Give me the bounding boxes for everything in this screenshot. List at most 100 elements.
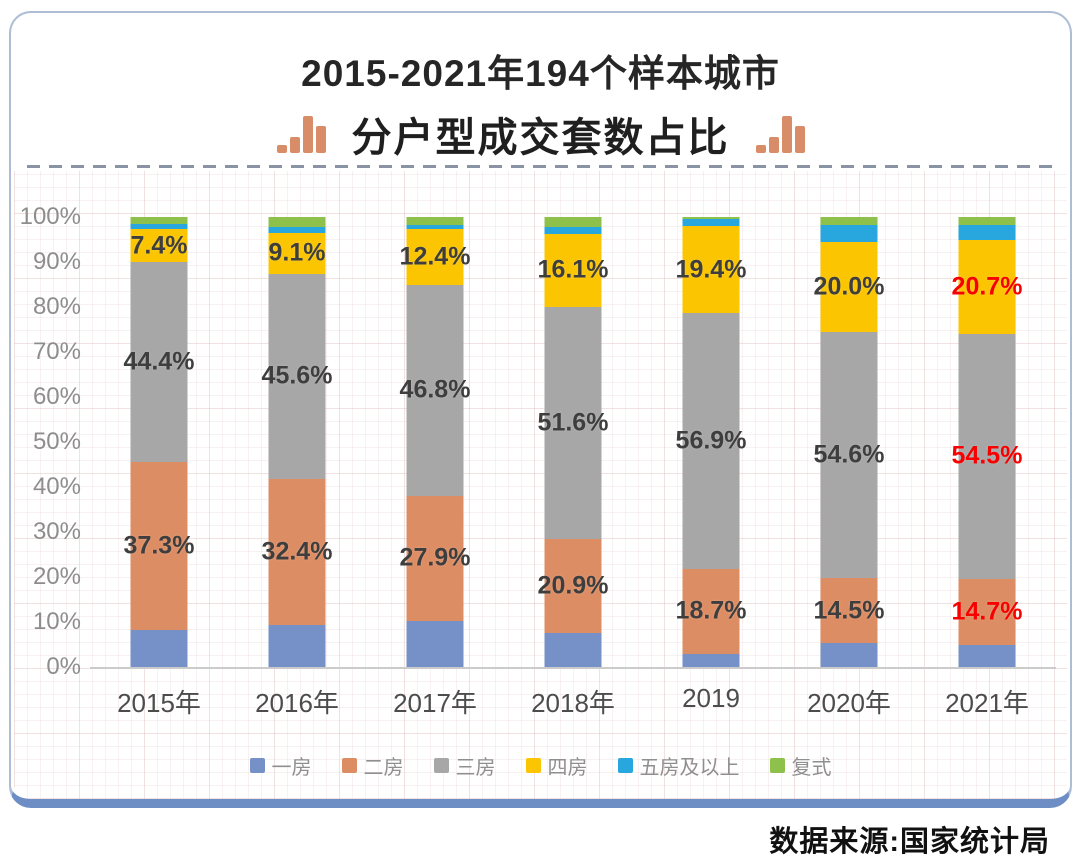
stacked-bar [130,217,188,667]
bar-segment-一房 [820,643,878,667]
bar-segment-复式 [130,217,188,225]
legend-label: 复式 [791,757,832,779]
data-label: 44.4% [123,347,195,376]
legend-swatch [769,758,785,773]
legend-swatch [341,758,357,773]
data-label: 45.6% [261,361,333,390]
data-label: 54.6% [813,440,885,469]
dashed-divider [27,165,1054,168]
bar-segment-一房 [268,624,326,667]
legend-item: 复式 [769,751,832,780]
bar-segment-二房 [682,569,740,654]
bar-segment-复式 [544,217,602,228]
x-tick-label: 2021年 [945,688,1029,718]
y-tick-label: 60% [32,383,81,410]
data-label: 27.9% [399,543,471,572]
data-label: 12.4% [399,242,471,271]
data-label: 32.4% [261,537,333,566]
bar-segment-二房 [268,478,326,625]
bar-segment-四房 [682,226,740,314]
bar-segment-复式 [958,217,1016,226]
y-tick-label: 30% [32,518,81,545]
bar-chart-icon [755,115,805,153]
title-block: 2015-2021年194个样本城市 分户型成交套数占比 [11,43,1070,163]
legend-swatch [433,758,449,773]
bar-slot: 27.9% 46.8% 12.4% 2017年 [366,217,504,718]
bar-segment-一房 [958,644,1016,667]
y-tick-label: 50% [32,428,81,455]
chart-title-line1: 2015-2021年194个样本城市 [301,53,780,94]
bar-segment-四房 [544,234,602,307]
stacked-bar [682,217,740,667]
bar-segment-四房 [130,229,188,263]
data-label: 14.5% [813,596,885,625]
plot-area: 37.3% 44.4% 7.4% 2015年 32.4% 45.6% 9.1% 2016年 27… [90,217,1056,718]
x-tick-label: 2017年 [393,688,477,718]
bar-chart-icon [276,115,326,153]
y-tick-label: 40% [32,473,81,500]
bar-segment-三房 [544,306,602,539]
y-tick-label: 80% [32,293,81,320]
chart-title-line2: 分户型成交套数占比 [351,116,730,160]
bar-segment-复式 [682,217,740,220]
y-tick-label: 20% [32,563,81,590]
bar-segment-二房 [544,538,602,633]
bar-segment-二房 [130,462,188,631]
title-line2-row: 分户型成交套数占比 [11,105,1070,163]
legend-label: 四房 [547,757,588,779]
data-label: 19.4% [675,255,747,284]
legend-item: 一房 [249,751,312,780]
bar-segment-三房 [682,313,740,570]
bar-segment-一房 [544,632,602,667]
y-tick-label: 100% [19,203,81,230]
bar-segment-四房 [958,240,1016,334]
bar-segment-复式 [268,217,326,228]
data-label: 56.9% [675,426,747,455]
legend-swatch [525,758,541,773]
x-tick-label: 2016年 [255,688,339,718]
legend-item: 三房 [433,751,496,780]
bar-segment-三房 [958,333,1016,579]
data-label: 7.4% [130,231,188,260]
bar-segment-二房 [406,495,464,622]
legend-label: 一房 [271,757,312,779]
bar-segment-五房及以上 [406,225,464,230]
bar-segment-五房及以上 [820,224,878,243]
bar-slot: 14.7% 54.5% 20.7% 2021年 [918,217,1056,718]
bar-slot: 32.4% 45.6% 9.1% 2016年 [228,217,366,718]
y-tick-label: 0% [46,653,81,680]
data-label: 14.7% [951,597,1023,626]
legend: 一房 二房 三房 四房 五房及以上 复式 [11,751,1070,780]
bar-segment-一房 [406,621,464,667]
bar-segment-二房 [958,578,1016,645]
bar-segment-复式 [406,217,464,226]
legend-item: 五房及以上 [617,751,740,780]
bar-slot: 37.3% 44.4% 7.4% 2015年 [90,217,228,718]
bar-segment-二房 [820,577,878,644]
data-label: 9.1% [268,238,326,267]
y-tick-label: 90% [32,248,81,275]
x-tick-label: 2015年 [117,688,201,718]
bar-segment-五房及以上 [130,224,188,230]
bar-segment-四房 [820,242,878,333]
bar-segment-一房 [682,653,740,667]
legend-label: 二房 [363,757,404,779]
data-label: 46.8% [399,375,471,404]
bar-segment-三房 [406,284,464,496]
bar-segment-五房及以上 [268,227,326,233]
stacked-bar [820,217,878,667]
bar-segment-五房及以上 [682,219,740,227]
bar-segment-复式 [820,217,878,225]
x-tick-label: 2020年 [807,688,891,718]
y-axis: 100% 90% 80% 70% 60% 50% 40% 30% 20% 10% 0% [17,203,81,680]
stacked-bar [406,217,464,667]
stacked-bar [268,217,326,667]
plot-grid-background [14,171,1067,799]
bar-segment-四房 [268,232,326,274]
bar-segment-五房及以上 [544,227,602,235]
bar-segment-三房 [268,273,326,479]
source-label: 数据来源:国家统计局 [769,826,1050,858]
data-label: 20.7% [951,272,1023,301]
data-label: 18.7% [675,596,747,625]
